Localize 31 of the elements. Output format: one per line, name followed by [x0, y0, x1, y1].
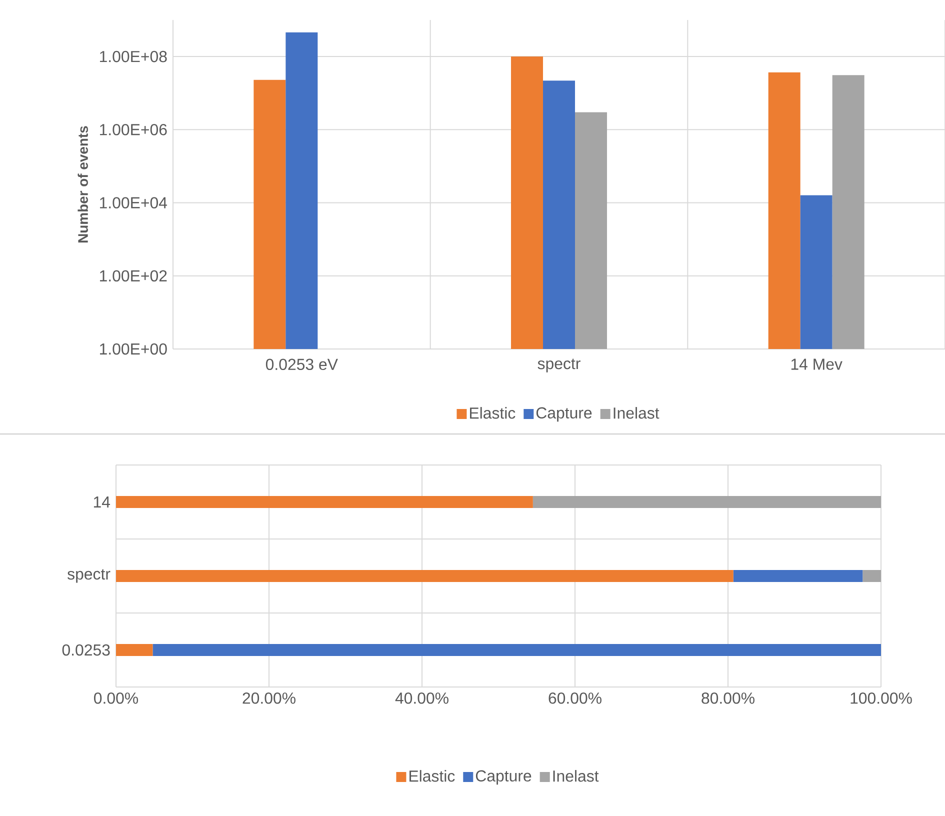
x-tick-label: spectr: [538, 358, 580, 372]
x-tick-label: 40.00%: [395, 692, 448, 704]
y-tick-label: 1.00E+00: [100, 343, 167, 355]
y-axis-title: Number of events: [78, 126, 88, 242]
bar: [116, 496, 533, 508]
y-tick-label: 1.00E+02: [100, 270, 167, 282]
y-tick-label: 1.00E+08: [100, 50, 167, 62]
x-tick-label: 20.00%: [242, 692, 296, 704]
bar: [862, 570, 882, 582]
legend-label: Inelast: [614, 407, 660, 419]
x-tick-label: 0.0253 eV: [266, 358, 338, 370]
x-tick-label: 60.00%: [548, 692, 602, 704]
y-tick-label: 1.00E+06: [100, 124, 167, 136]
legend-label: Capture: [476, 770, 532, 785]
bar: [116, 644, 153, 656]
legend-label: Capture: [536, 407, 592, 422]
bar: [152, 644, 882, 656]
y-tick-label: spectr: [68, 569, 110, 583]
y-tick-label: 0.0253: [62, 644, 110, 656]
legend-label: Elastic: [410, 770, 455, 782]
bar: [733, 570, 863, 582]
bar: [532, 496, 882, 508]
legend-label: Inelast: [553, 770, 599, 782]
x-tick-label: 14 Mev: [791, 358, 842, 370]
x-tick-label: 100.00%: [850, 692, 912, 704]
legend-label: Elastic: [470, 407, 516, 419]
x-tick-label: 80.00%: [702, 692, 754, 704]
bar: [116, 570, 734, 582]
y-tick-label: 14: [94, 496, 110, 508]
x-tick-label: 0.00%: [94, 692, 138, 704]
y-tick-label: 1.00E+04: [100, 197, 168, 208]
